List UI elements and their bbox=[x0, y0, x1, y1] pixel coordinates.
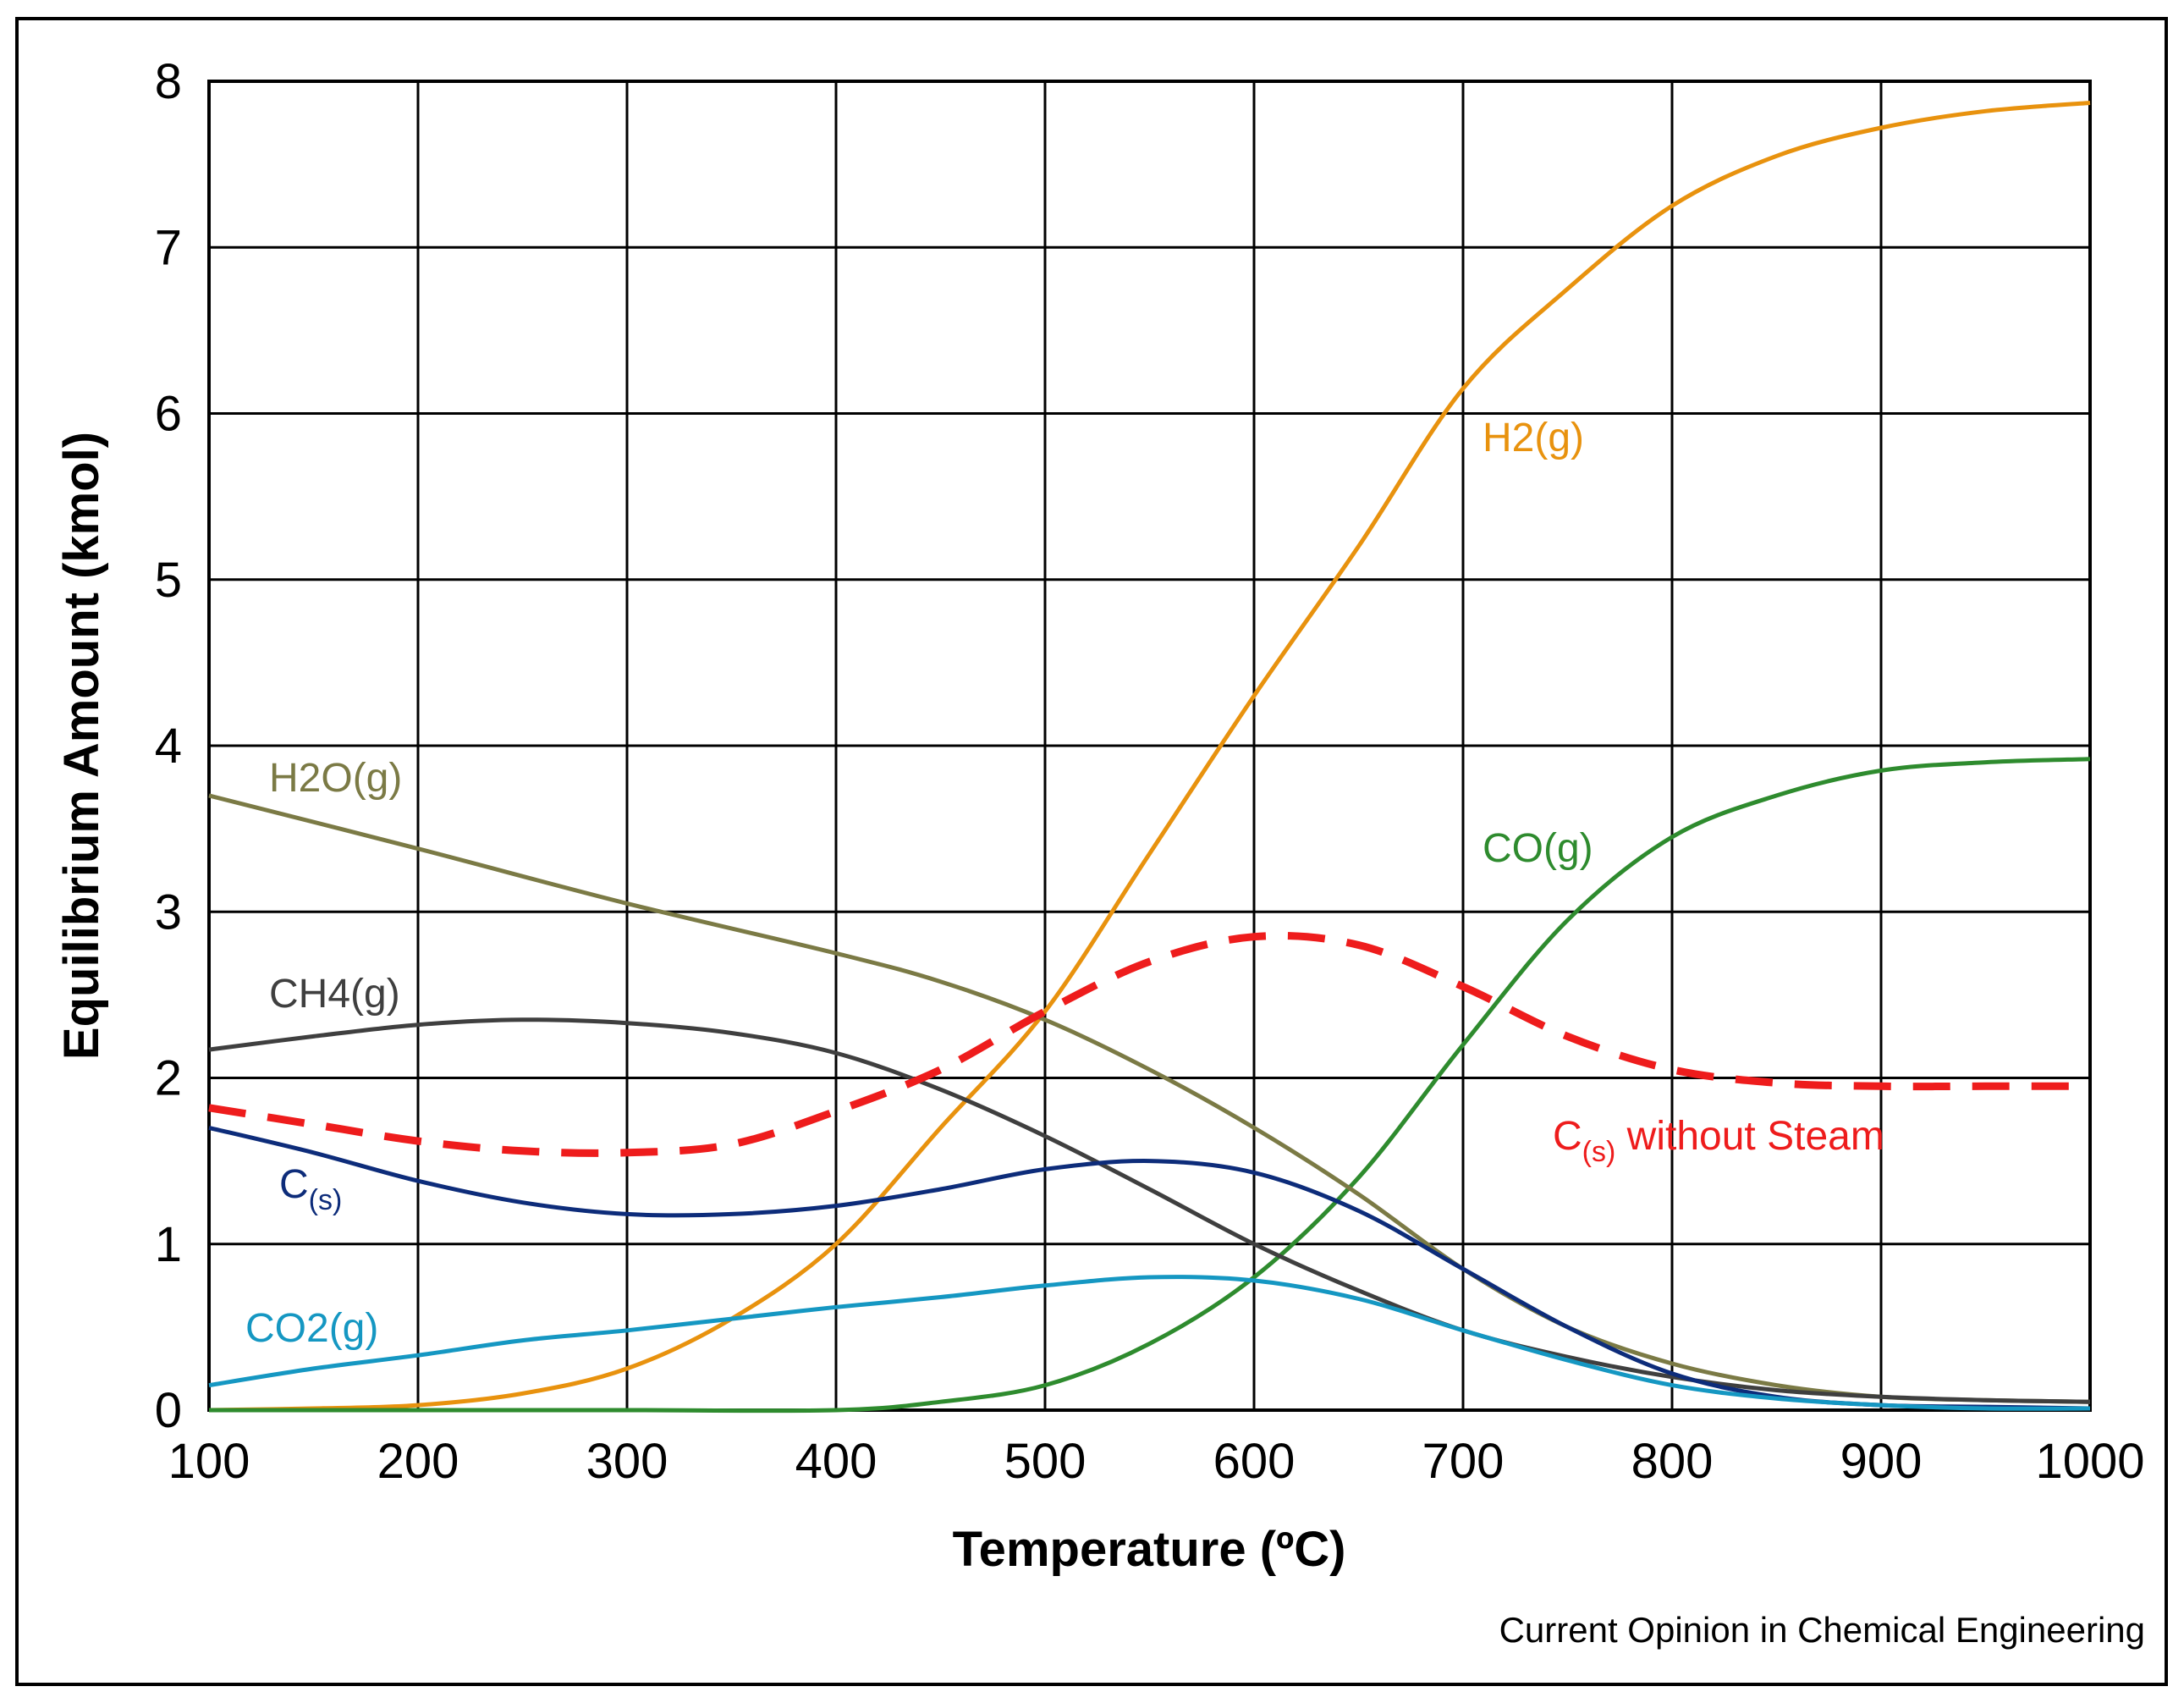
series-label-co2-g: CO2(g) bbox=[245, 1306, 378, 1351]
series-label-main: H2O(g) bbox=[269, 756, 402, 801]
x-tick-600: 600 bbox=[1213, 1434, 1296, 1489]
series-line-ch4-g bbox=[208, 1017, 2091, 1404]
x-tick-900: 900 bbox=[1840, 1434, 1923, 1489]
series-line-h2o-g bbox=[208, 793, 2091, 1404]
x-tick-300: 300 bbox=[586, 1434, 668, 1489]
series-labels: H2(g)CO(g)H2O(g)CH4(g)C(s)CO2(g)C(s) wit… bbox=[245, 416, 1884, 1351]
series-label-subscript: (s) bbox=[1582, 1136, 1616, 1168]
y-tick-6: 6 bbox=[155, 387, 182, 442]
series-label-main: C bbox=[279, 1162, 309, 1207]
series-label-c-s: C(s) bbox=[279, 1162, 342, 1216]
series-line-c-s-without-steam bbox=[208, 931, 2090, 1157]
x-tick-800: 800 bbox=[1631, 1434, 1714, 1489]
source-caption: Current Opinion in Chemical Engineering bbox=[1499, 1610, 2145, 1650]
series-label-main: H2(g) bbox=[1483, 416, 1584, 460]
y-tick-3: 3 bbox=[155, 885, 182, 940]
x-axis-label: Temperature (ºC) bbox=[953, 1522, 1346, 1577]
series-label-co-g: CO(g) bbox=[1483, 826, 1593, 871]
y-axis-label: Equilibrium Amount (kmol) bbox=[54, 432, 109, 1060]
x-tick-100: 100 bbox=[168, 1434, 250, 1489]
series-label-subscript: (s) bbox=[309, 1184, 343, 1216]
x-tick-200: 200 bbox=[377, 1434, 459, 1489]
series-label-ch4-g: CH4(g) bbox=[269, 972, 400, 1017]
y-tick-8: 8 bbox=[155, 54, 182, 109]
y-tick-2: 2 bbox=[155, 1051, 182, 1106]
series-label-c-s-without-steam: C(s) without Steam bbox=[1553, 1114, 1884, 1168]
plot-area-border bbox=[207, 80, 2092, 1412]
x-tick-500: 500 bbox=[1004, 1434, 1086, 1489]
series-label-rest: without Steam bbox=[1615, 1114, 1884, 1159]
series-label-main: CO(g) bbox=[1483, 826, 1593, 871]
series-line-h2-g bbox=[208, 101, 2091, 1413]
series-label-main: CO2(g) bbox=[245, 1306, 378, 1351]
y-tick-4: 4 bbox=[155, 719, 182, 774]
series-line-co2-g bbox=[208, 1275, 2091, 1411]
series-label-main: CH4(g) bbox=[269, 972, 400, 1017]
x-tick-1000: 1000 bbox=[2035, 1434, 2144, 1489]
series-layer bbox=[208, 101, 2091, 1414]
series-label-main: C bbox=[1553, 1114, 1582, 1159]
series-label-h2-g: H2(g) bbox=[1483, 416, 1584, 460]
x-tick-labels: 100 200 300 400 500 600 700 800 900 1000 bbox=[168, 1434, 2145, 1489]
y-tick-5: 5 bbox=[155, 553, 182, 608]
x-tick-400: 400 bbox=[795, 1434, 877, 1489]
y-tick-7: 7 bbox=[155, 220, 182, 275]
x-tick-700: 700 bbox=[1422, 1434, 1505, 1489]
y-tick-0: 0 bbox=[155, 1383, 182, 1438]
y-tick-labels: 0 1 2 3 4 5 6 7 8 bbox=[155, 54, 182, 1438]
y-tick-1: 1 bbox=[155, 1217, 182, 1272]
series-label-h2o-g: H2O(g) bbox=[269, 756, 402, 801]
